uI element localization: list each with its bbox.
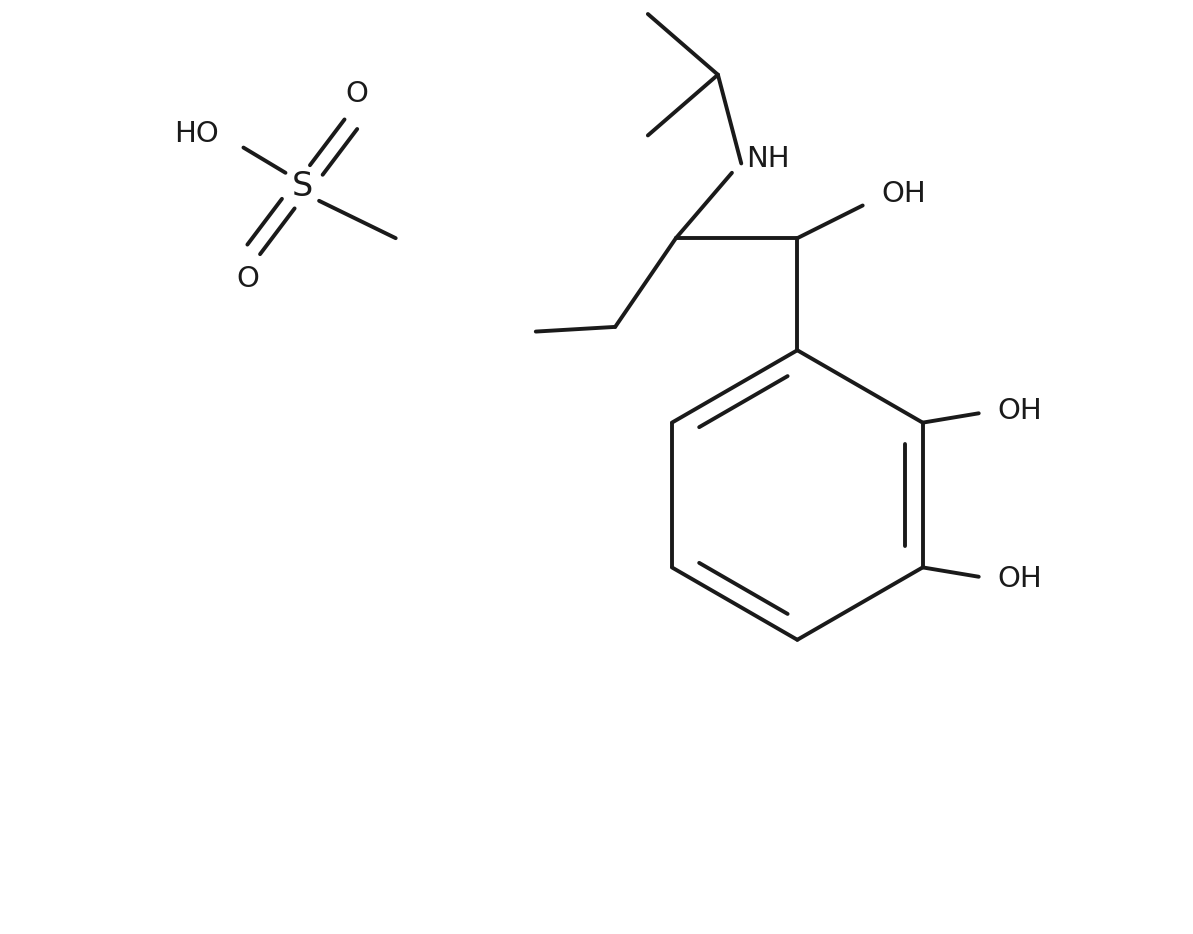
Text: NH: NH <box>746 145 790 173</box>
Text: OH: OH <box>882 180 926 208</box>
Text: HO: HO <box>174 120 220 148</box>
Text: S: S <box>291 170 313 204</box>
Text: OH: OH <box>997 398 1043 425</box>
Text: O: O <box>345 80 367 108</box>
Text: O: O <box>236 265 260 293</box>
Text: OH: OH <box>997 565 1043 592</box>
